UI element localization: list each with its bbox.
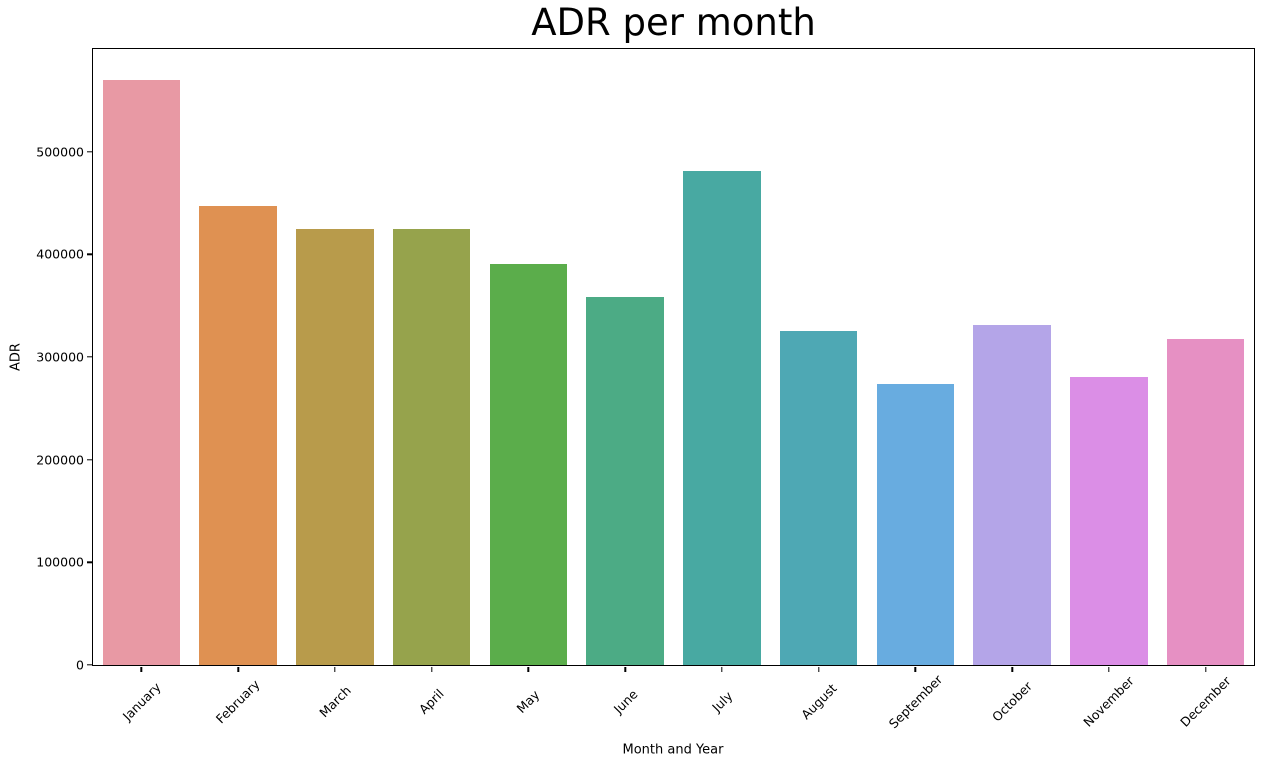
y-tick-mark (86, 253, 92, 256)
x-tick-label: August (797, 680, 840, 723)
x-tick-label-cell: February (190, 668, 287, 732)
y-tick-label: 400000 (36, 246, 84, 262)
x-tick-label: January (119, 679, 164, 724)
bar-june (586, 297, 664, 665)
bar-july (683, 171, 761, 665)
y-tick-mark (86, 664, 92, 666)
bar-may (489, 263, 568, 665)
x-tick-label-cell: December (1157, 668, 1254, 732)
x-tick-label: December (1177, 673, 1234, 730)
x-tick-mark (624, 666, 626, 672)
y-tick-label: 100000 (36, 554, 84, 570)
x-tick-mark (334, 666, 336, 672)
x-tick-mark (1204, 666, 1207, 672)
y-tick-label: 300000 (36, 349, 84, 365)
plot-area: 0 100000 200000 300000 400000 500000 January F… (36, 48, 1255, 731)
x-tick-mark (237, 666, 239, 672)
chart-title: ADR per month (531, 1, 816, 44)
bar-april (392, 228, 471, 665)
y-tick-mark (86, 150, 92, 153)
x-tick-label: March (316, 682, 354, 721)
bar-november (1070, 376, 1148, 665)
x-tick-label: February (213, 676, 264, 727)
x-tick-label: May (513, 687, 543, 716)
x-axis-tick-labels: January February March April May June July Augu… (93, 668, 1254, 732)
x-tick-label: June (610, 686, 641, 717)
y-tick-mark (86, 458, 92, 461)
y-tick-label: 500000 (36, 144, 84, 160)
x-tick-label: November (1080, 673, 1138, 730)
bar-october (973, 325, 1051, 665)
x-tick-mark (140, 666, 143, 672)
x-axis-label: Month and Year (622, 742, 724, 758)
x-tick-label-cell: May (480, 668, 577, 732)
x-tick-label: April (416, 686, 448, 717)
x-tick-mark (1011, 666, 1013, 672)
y-tick-mark (86, 356, 92, 358)
x-tick-mark (721, 666, 723, 672)
x-tick-label-cell: September (867, 668, 964, 732)
bar-august (779, 331, 858, 665)
x-tick-label-cell: October (964, 668, 1061, 732)
x-tick-label-cell: March (287, 668, 384, 732)
y-axis-label: ADR (8, 343, 24, 371)
y-tick-mark (86, 561, 92, 564)
x-tick-label-cell: November (1061, 668, 1158, 732)
x-tick-label: September (885, 671, 946, 732)
bar-december (1166, 338, 1245, 665)
x-tick-label-cell: January (93, 668, 190, 732)
x-tick-mark (527, 666, 530, 672)
x-tick-mark (914, 666, 917, 672)
x-tick-label: October (989, 678, 1036, 725)
x-tick-label-cell: July (674, 668, 771, 732)
bar-march (296, 228, 374, 665)
x-tick-label-cell: June (577, 668, 674, 732)
bar-january (102, 79, 181, 665)
bar-february (199, 206, 277, 665)
x-tick-mark (430, 666, 433, 672)
x-tick-mark (1108, 666, 1110, 672)
x-tick-label-cell: April (383, 668, 480, 732)
x-tick-mark (817, 666, 820, 672)
y-tick-label: 0 (76, 657, 84, 673)
x-tick-label-cell: August (770, 668, 867, 732)
x-tick-label: July (708, 688, 736, 715)
y-tick-label: 200000 (36, 452, 84, 468)
bar-september (876, 383, 955, 665)
